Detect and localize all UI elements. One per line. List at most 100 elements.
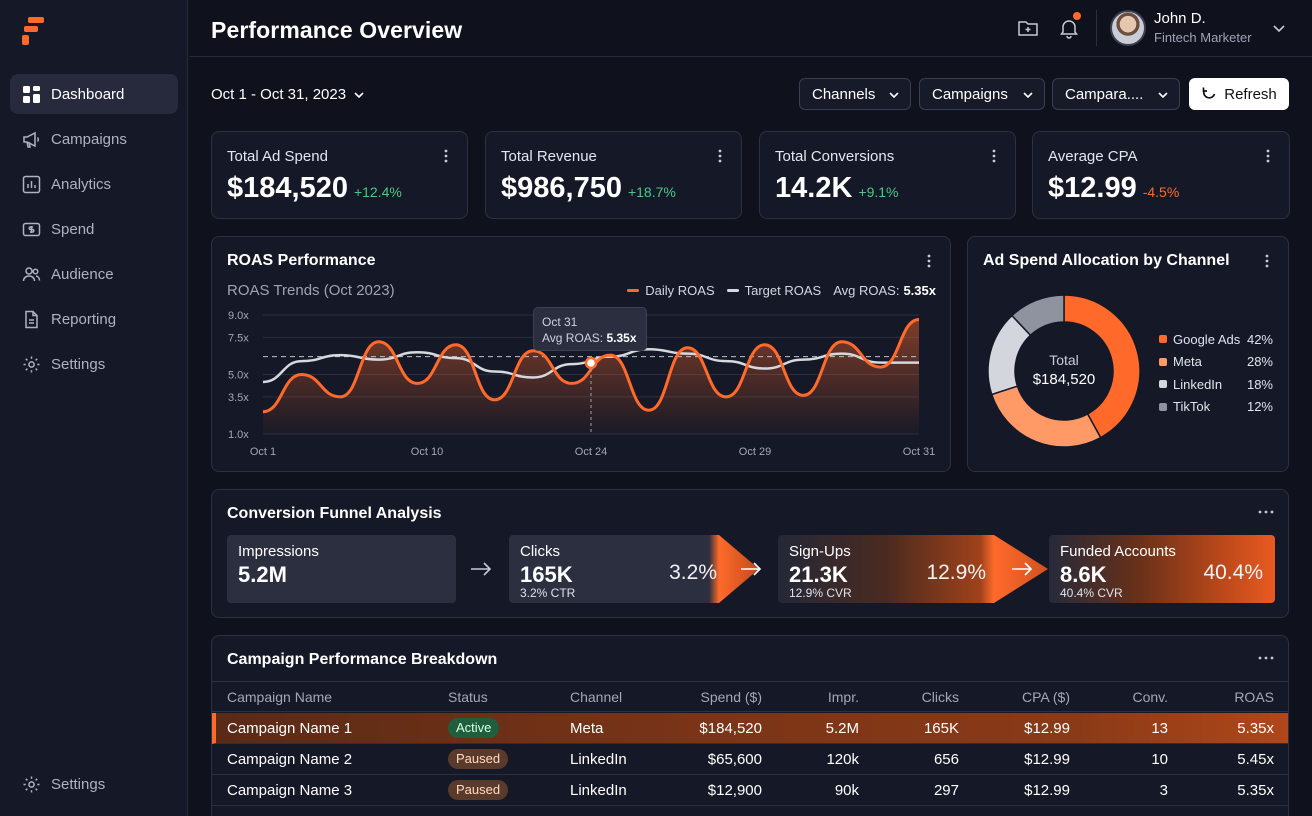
user-name: John D.	[1154, 10, 1206, 27]
chevron-down-icon	[354, 91, 364, 98]
sidebar-item-reporting[interactable]: Reporting	[10, 299, 178, 339]
status-badge: Active	[448, 718, 500, 738]
cell-impr: 120k	[826, 751, 859, 768]
avatar[interactable]	[1110, 10, 1146, 46]
top-header: Performance Overview John D. Fintech Mar…	[189, 0, 1312, 57]
legend-item-meta[interactable]: Meta 28%	[1159, 351, 1273, 374]
more-vertical-icon[interactable]	[1261, 148, 1275, 164]
donut-center-label: Total	[1049, 352, 1079, 368]
legend-label: Avg ROAS:	[833, 283, 900, 298]
x-tick-label: Oct 29	[739, 446, 771, 458]
col-cpa[interactable]: CPA ($)	[1022, 689, 1070, 705]
more-vertical-icon[interactable]	[713, 148, 727, 164]
sidebar-item-dashboard[interactable]: Dashboard	[10, 74, 178, 114]
sidebar-item-settings-bottom[interactable]: Settings	[10, 764, 178, 804]
status-badge: Paused	[448, 780, 509, 800]
legend-swatch	[1159, 402, 1167, 411]
funnel-stage-impressions[interactable]: Impressions 5.2M	[227, 535, 456, 603]
col-clicks[interactable]: Clicks	[921, 689, 959, 705]
sidebar-item-label: Campaigns	[51, 130, 127, 148]
table-card-title: Campaign Performance Breakdown	[227, 651, 498, 668]
campaigns-filter[interactable]: Campaigns	[919, 78, 1045, 110]
sidebar-item-spend[interactable]: Spend	[10, 209, 178, 249]
legend-target-roas[interactable]: Target ROAS	[726, 283, 821, 298]
campaign-type-filter[interactable]: Campara....	[1052, 78, 1180, 110]
folder-icon[interactable]	[1017, 17, 1039, 39]
x-tick-label: Oct 24	[575, 446, 607, 458]
sidebar-item-label: Dashboard	[51, 85, 125, 103]
funnel-stage-signups[interactable]: Sign-Ups 21.3K 12.9% 12.9% CVR	[778, 535, 1048, 603]
tooltip-label: Avg ROAS:	[542, 331, 604, 345]
legend-item-tiktok[interactable]: TikTok 12%	[1159, 396, 1273, 419]
legend-item-google-ads[interactable]: Google Ads 42%	[1159, 328, 1273, 351]
cell-roas: 5.45x	[1237, 751, 1274, 768]
col-spend[interactable]: Spend ($)	[700, 689, 762, 705]
sidebar-nav: Dashboard Campaigns Analytics Spend Audi…	[10, 74, 178, 389]
kpi-value: 14.2K +9.1%	[775, 172, 898, 205]
more-vertical-icon[interactable]	[987, 148, 1001, 164]
col-campaign-name[interactable]: Campaign Name	[227, 689, 333, 705]
table-row[interactable]: Campaign Name 3 Paused LinkedIn $12,900 90k 2…	[212, 775, 1288, 806]
kpi-delta: -4.5%	[1142, 184, 1180, 200]
table-row[interactable]: Campaign Name 2 Paused LinkedIn $65,600 120k…	[212, 744, 1288, 775]
legend-percent: 28%	[1246, 354, 1273, 370]
y-tick-label: 7.5x	[228, 332, 249, 344]
cell-roas: 5.35x	[1237, 720, 1274, 737]
sidebar-item-settings[interactable]: Settings	[10, 344, 178, 384]
more-horizontal-icon[interactable]	[1258, 507, 1274, 517]
refresh-button[interactable]: Refresh	[1189, 78, 1289, 110]
tooltip-value: 5.35x	[606, 331, 637, 345]
more-vertical-icon[interactable]	[1260, 253, 1274, 269]
donut-slice-meta[interactable]	[990, 385, 1102, 447]
table-header: Campaign Name Status Channel Spend ($) I…	[212, 681, 1288, 712]
sidebar-item-campaigns[interactable]: Campaigns	[10, 119, 178, 159]
brand-logo-icon[interactable]	[22, 17, 46, 45]
donut-slice-google-ads[interactable]	[1063, 295, 1140, 439]
roas-legend: Daily ROAS Target ROAS Avg ROAS: 5.35x	[615, 283, 936, 298]
x-tick-label: Oct 10	[411, 446, 443, 458]
more-vertical-icon[interactable]	[439, 148, 453, 164]
legend-item-linkedin[interactable]: LinkedIn 18%	[1159, 373, 1273, 396]
date-range-picker[interactable]: Oct 1 - Oct 31, 2023	[211, 86, 366, 103]
kpi-delta: +9.1%	[858, 184, 899, 200]
legend-daily-roas[interactable]: Daily ROAS	[627, 283, 715, 298]
cell-clicks: 297	[933, 782, 959, 799]
funnel-stage-funded-accounts[interactable]: Funded Accounts 8.6K 40.4% 40.4% CVR	[1049, 535, 1275, 603]
legend-swatch	[1159, 335, 1167, 344]
col-status[interactable]: Status	[448, 689, 488, 705]
cell-clicks: 165K	[923, 720, 959, 737]
daily-roas-line[interactable]	[262, 317, 920, 414]
sidebar-item-label: Analytics	[51, 175, 112, 193]
table-row[interactable]: Campaign Name 1 Active Meta $184,520 5.2M 165…	[212, 713, 1288, 744]
bell-icon[interactable]	[1058, 17, 1080, 39]
cell-name: Campaign Name 3	[227, 782, 353, 799]
grid-icon	[23, 85, 40, 103]
col-conv[interactable]: Conv.	[1132, 689, 1168, 705]
hover-point[interactable]	[584, 356, 598, 370]
conversion-funnel-card: Conversion Funnel Analysis Impressions 5…	[211, 489, 1289, 618]
more-vertical-icon[interactable]	[922, 253, 936, 269]
legend-percent: 18%	[1246, 376, 1273, 392]
cell-conv: 3	[1159, 782, 1168, 799]
funnel-stage-clicks[interactable]: Clicks 165K 3.2% 3.2% CTR	[509, 535, 759, 603]
channels-filter[interactable]: Channels	[799, 78, 911, 110]
col-roas[interactable]: ROAS	[1234, 689, 1274, 705]
funnel-stage-label: Sign-Ups	[789, 543, 851, 560]
chevron-down-icon[interactable]	[1271, 20, 1287, 36]
cell-impr: 5.2M	[825, 720, 859, 737]
legend-label: LinkedIn	[1173, 376, 1223, 392]
sidebar-item-audience[interactable]: Audience	[10, 254, 178, 294]
legend-swatch	[726, 289, 739, 292]
more-horizontal-icon[interactable]	[1258, 653, 1274, 663]
legend-label: Meta	[1173, 354, 1202, 370]
donut-slice-tiktok[interactable]	[1010, 295, 1065, 337]
sidebar-item-analytics[interactable]: Analytics	[10, 164, 178, 204]
bar-chart-icon	[22, 175, 41, 193]
col-channel[interactable]: Channel	[570, 689, 623, 705]
kpi-number: $986,750	[501, 172, 622, 204]
funnel-stage-sub: 40.4% CVR	[1060, 586, 1123, 600]
col-impr[interactable]: Impr.	[827, 689, 859, 705]
sidebar-item-label: Settings	[51, 355, 106, 373]
kpi-label: Total Ad Spend	[227, 148, 328, 165]
